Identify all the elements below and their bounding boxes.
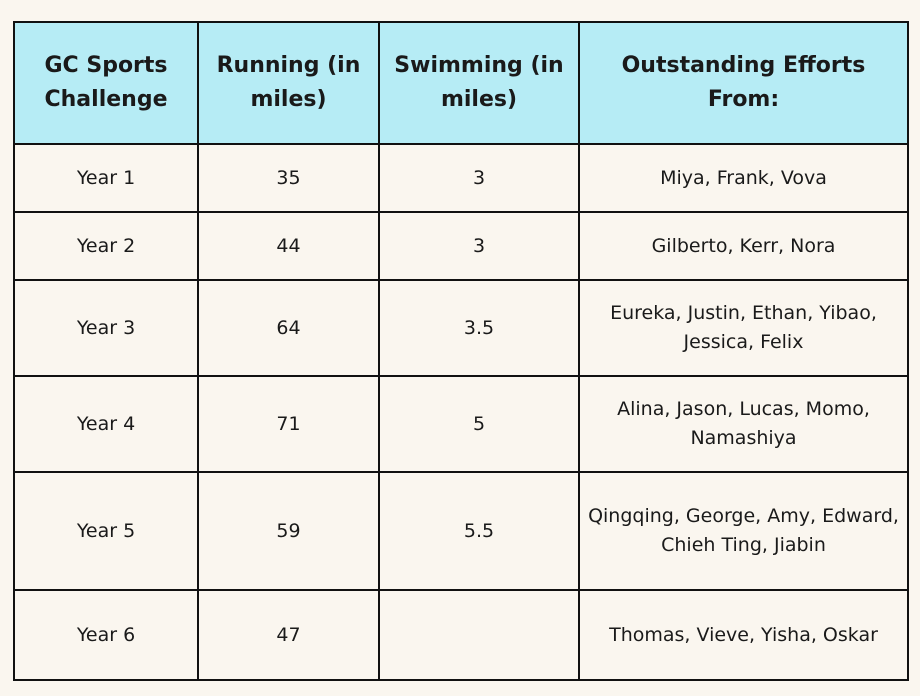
- sports-challenge-table: GC Sports Challenge Running (in miles) S…: [13, 21, 909, 681]
- table-row: Year 1 35 3 Miya, Frank, Vova: [13, 143, 909, 213]
- year-cell: Year 5: [13, 471, 199, 591]
- header-row: GC Sports Challenge Running (in miles) S…: [13, 21, 909, 145]
- table-row: Year 2 44 3 Gilberto, Kerr, Nora: [13, 211, 909, 281]
- swimming-cell: 3: [378, 211, 580, 281]
- header-cell-swimming: Swimming (in miles): [378, 21, 580, 145]
- swimming-cell: 3: [378, 143, 580, 213]
- table-row: Year 4 71 5 Alina, Jason, Lucas, Momo, N…: [13, 375, 909, 473]
- year-cell: Year 2: [13, 211, 199, 281]
- efforts-cell: Gilberto, Kerr, Nora: [578, 211, 909, 281]
- efforts-cell: Eureka, Justin, Ethan, Yibao, Jessica, F…: [578, 279, 909, 377]
- year-cell: Year 3: [13, 279, 199, 377]
- running-cell: 71: [197, 375, 380, 473]
- table-row: Year 6 47 Thomas, Vieve, Yisha, Oskar: [13, 589, 909, 681]
- swimming-cell: 3.5: [378, 279, 580, 377]
- year-cell: Year 1: [13, 143, 199, 213]
- swimming-cell: [378, 589, 580, 681]
- year-cell: Year 6: [13, 589, 199, 681]
- table-row: Year 3 64 3.5 Eureka, Justin, Ethan, Yib…: [13, 279, 909, 377]
- header-cell-efforts: Outstanding Efforts From:: [578, 21, 909, 145]
- running-cell: 64: [197, 279, 380, 377]
- swimming-cell: 5.5: [378, 471, 580, 591]
- year-cell: Year 4: [13, 375, 199, 473]
- efforts-cell: Miya, Frank, Vova: [578, 143, 909, 213]
- efforts-cell: Qingqing, George, Amy, Edward, Chieh Tin…: [578, 471, 909, 591]
- header-cell-challenge: GC Sports Challenge: [13, 21, 199, 145]
- running-cell: 47: [197, 589, 380, 681]
- running-cell: 59: [197, 471, 380, 591]
- running-cell: 44: [197, 211, 380, 281]
- swimming-cell: 5: [378, 375, 580, 473]
- running-cell: 35: [197, 143, 380, 213]
- efforts-cell: Alina, Jason, Lucas, Momo, Namashiya: [578, 375, 909, 473]
- table-row: Year 5 59 5.5 Qingqing, George, Amy, Edw…: [13, 471, 909, 591]
- header-cell-running: Running (in miles): [197, 21, 380, 145]
- efforts-cell: Thomas, Vieve, Yisha, Oskar: [578, 589, 909, 681]
